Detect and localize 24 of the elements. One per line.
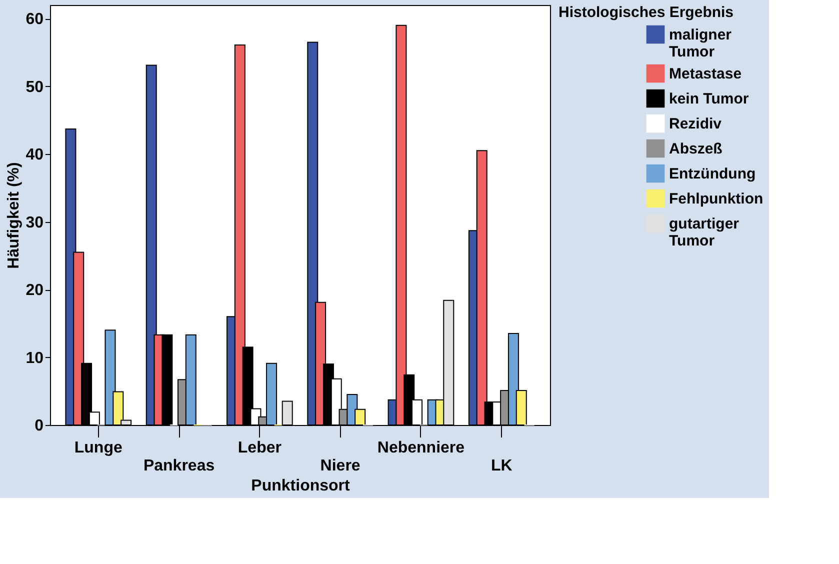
legend-label: Fehlpunktion xyxy=(669,190,764,208)
legend-label: kein Tumor xyxy=(669,90,749,108)
y-tick-label: 40 xyxy=(26,146,44,164)
x-tick-label: Lunge xyxy=(74,440,122,456)
legend-label: Rezidiv xyxy=(669,116,722,132)
legend-title: Histologisches Ergebnis xyxy=(558,4,734,21)
y-tick-label: 10 xyxy=(26,350,44,367)
y-tick-label: 0 xyxy=(34,418,44,434)
legend-label: Abszeß xyxy=(669,140,722,158)
y-tick-label: 60 xyxy=(26,11,44,28)
legend-label: maligner Tumor xyxy=(669,26,732,60)
y-tick-label: 20 xyxy=(26,282,44,300)
legend-label: Metastase xyxy=(669,66,742,82)
x-axis-title: Punktionsort xyxy=(251,478,350,494)
y-axis-title: Häufigkeit (%) xyxy=(6,162,23,269)
x-tick-label: Pankreas xyxy=(143,458,215,474)
y-tick-label: 30 xyxy=(26,214,44,232)
x-tick-label: Leber xyxy=(238,440,282,456)
y-tick-label: 50 xyxy=(26,78,44,96)
x-tick-label: LK xyxy=(490,458,513,474)
legend-label: Entzündung xyxy=(669,166,756,182)
legend-label: gutartiger Tumor xyxy=(669,216,740,250)
x-tick-label: Niere xyxy=(320,458,360,474)
x-tick-label: Nebenniere xyxy=(377,440,465,456)
